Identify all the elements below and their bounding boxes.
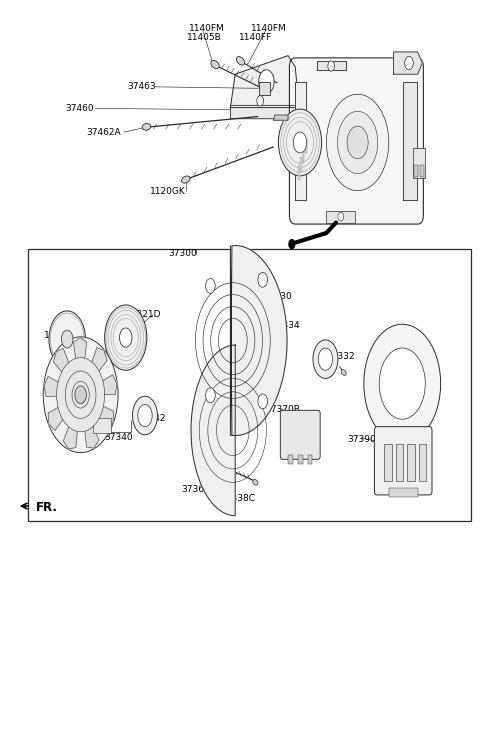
Text: 37342: 37342 [137, 414, 166, 423]
Text: 37300: 37300 [168, 249, 197, 258]
Text: 37370B: 37370B [266, 405, 300, 414]
Circle shape [257, 96, 264, 106]
Bar [300, 157, 302, 171]
Circle shape [347, 126, 368, 159]
Circle shape [132, 396, 157, 435]
Ellipse shape [253, 479, 258, 485]
Text: 37332: 37332 [326, 352, 355, 361]
Circle shape [75, 386, 86, 404]
Polygon shape [230, 56, 298, 108]
Text: 1120GK: 1120GK [150, 187, 186, 196]
Circle shape [405, 56, 413, 70]
Bar [419, 444, 426, 481]
Circle shape [258, 394, 267, 409]
Polygon shape [191, 345, 235, 516]
Polygon shape [317, 61, 346, 70]
Polygon shape [84, 347, 107, 386]
Circle shape [313, 340, 338, 378]
Text: 37460: 37460 [65, 104, 94, 113]
FancyBboxPatch shape [289, 58, 423, 224]
Text: 37338C: 37338C [220, 494, 255, 503]
Bar [414, 165, 418, 177]
Ellipse shape [341, 370, 346, 375]
Bar [288, 455, 293, 464]
Ellipse shape [181, 176, 190, 183]
Polygon shape [87, 399, 113, 429]
Bar [420, 165, 424, 177]
Circle shape [338, 212, 344, 221]
Polygon shape [89, 375, 117, 395]
Polygon shape [274, 115, 288, 120]
Bar [308, 455, 312, 464]
Text: 11405B: 11405B [187, 33, 221, 42]
Bar [303, 148, 304, 162]
Text: 37340: 37340 [105, 433, 133, 442]
Bar [413, 148, 425, 178]
Circle shape [205, 278, 215, 293]
Ellipse shape [236, 56, 245, 65]
Circle shape [293, 132, 307, 153]
Circle shape [318, 348, 333, 370]
Text: 1140FF: 1140FF [239, 33, 273, 42]
Circle shape [337, 111, 378, 174]
Circle shape [57, 358, 105, 432]
Circle shape [205, 388, 215, 403]
Circle shape [72, 381, 89, 408]
Bar [93, 418, 111, 433]
Polygon shape [403, 82, 417, 200]
Circle shape [289, 240, 295, 249]
Text: 37334: 37334 [271, 321, 300, 330]
Circle shape [120, 328, 132, 347]
FancyBboxPatch shape [374, 427, 432, 495]
Text: 1140FM: 1140FM [189, 24, 224, 33]
Circle shape [259, 70, 274, 93]
Bar [305, 139, 307, 153]
Circle shape [379, 348, 425, 419]
Polygon shape [73, 338, 87, 381]
Text: 37330: 37330 [263, 292, 292, 301]
Polygon shape [44, 376, 72, 397]
Text: 37321D: 37321D [125, 310, 161, 319]
Bar [407, 444, 415, 481]
Polygon shape [394, 52, 422, 74]
Text: 37390B: 37390B [348, 435, 382, 444]
Polygon shape [230, 246, 287, 436]
Circle shape [258, 272, 267, 287]
Text: 37462A: 37462A [86, 128, 120, 137]
Polygon shape [53, 349, 76, 387]
Polygon shape [230, 105, 298, 119]
Circle shape [364, 324, 441, 443]
Bar [298, 166, 300, 180]
Bar [28, 249, 471, 521]
FancyBboxPatch shape [280, 410, 320, 459]
Text: 1140FM: 1140FM [251, 24, 287, 33]
Circle shape [328, 61, 335, 71]
Polygon shape [295, 82, 306, 200]
Text: 37463: 37463 [127, 82, 156, 91]
Bar [389, 488, 418, 497]
Circle shape [278, 109, 322, 176]
Ellipse shape [211, 60, 219, 69]
Bar [259, 82, 270, 95]
Circle shape [61, 330, 73, 348]
Circle shape [43, 337, 118, 453]
Polygon shape [63, 407, 79, 449]
Ellipse shape [142, 123, 151, 131]
Text: 12314B: 12314B [44, 331, 79, 340]
Bar [326, 211, 355, 223]
Circle shape [105, 305, 147, 370]
Circle shape [49, 311, 85, 367]
Bar [384, 444, 392, 481]
Bar [298, 455, 303, 464]
Polygon shape [48, 399, 74, 430]
Circle shape [65, 371, 96, 418]
Circle shape [326, 94, 389, 191]
Polygon shape [82, 406, 99, 448]
Text: 37367C: 37367C [182, 485, 216, 494]
Text: FR.: FR. [36, 501, 58, 514]
Bar [396, 444, 403, 481]
Circle shape [138, 404, 152, 427]
